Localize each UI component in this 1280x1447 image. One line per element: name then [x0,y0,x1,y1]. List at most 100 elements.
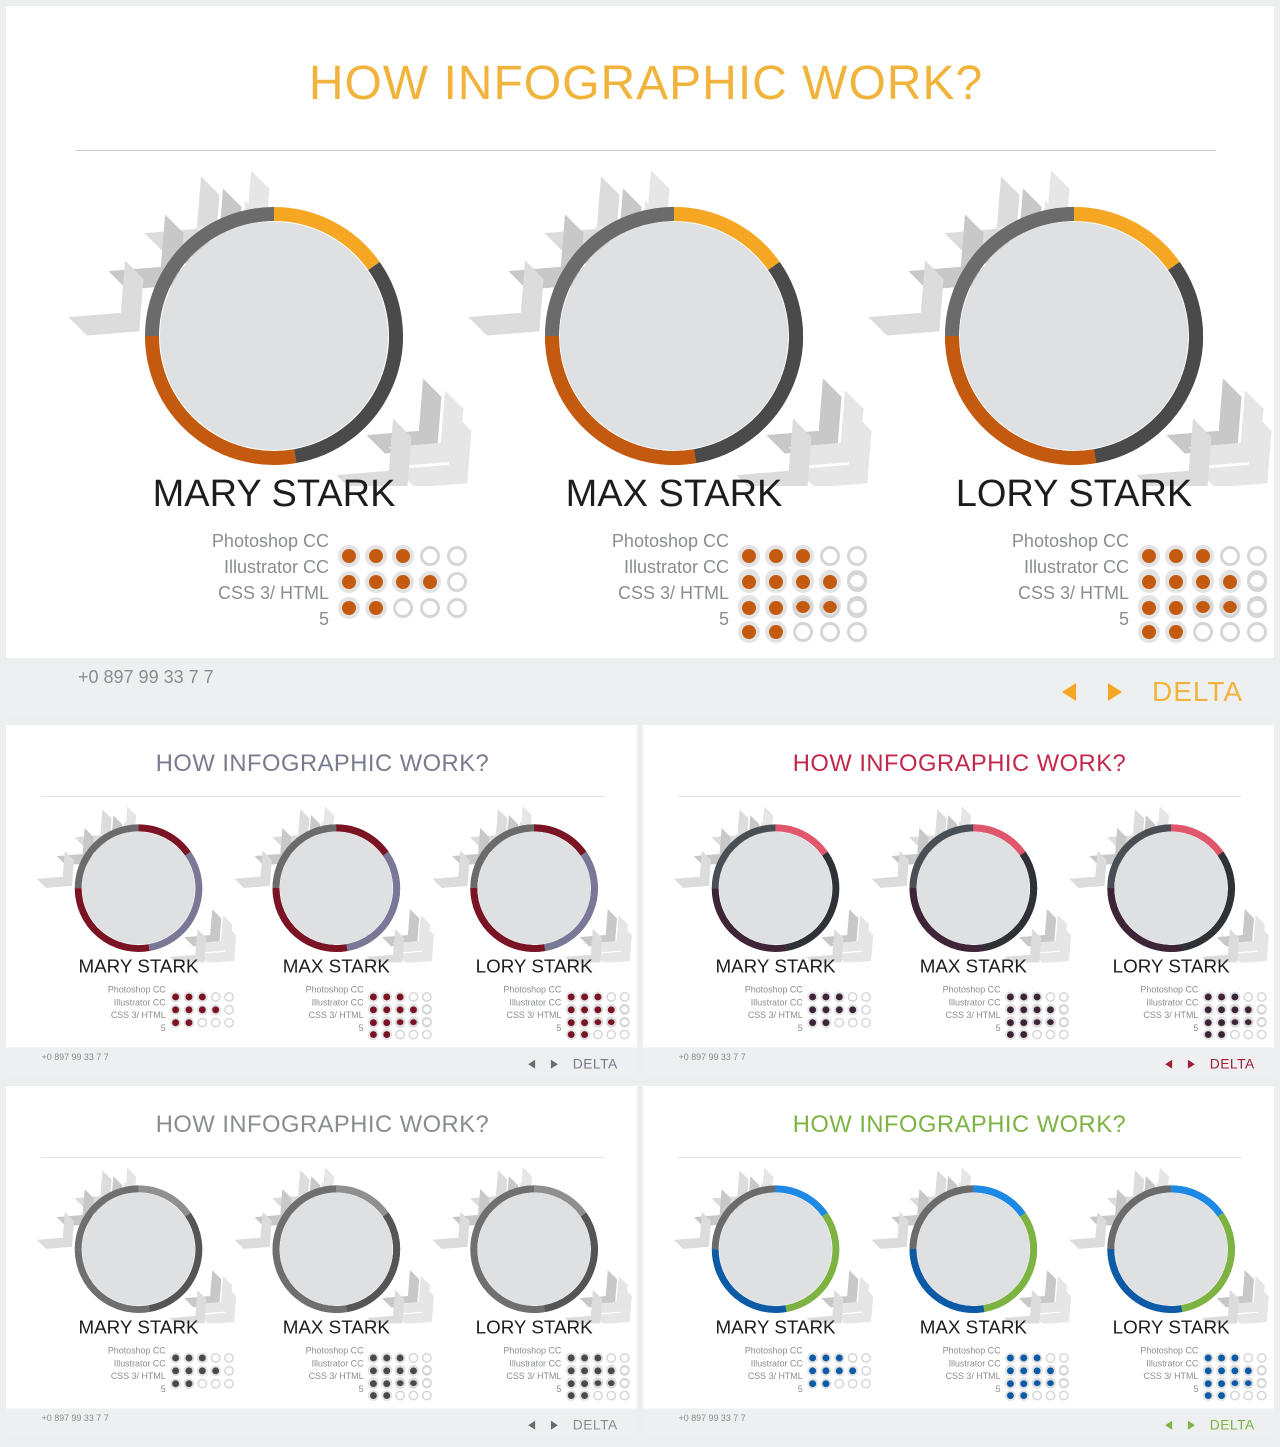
rating-dot-empty [847,546,867,566]
rating-dot-filled [738,545,760,567]
rating-dot-empty [1193,598,1213,618]
rating-dot-empty [619,1365,630,1376]
ring-segment [775,1185,828,1217]
ring-segment [945,207,1075,337]
rating-dot-filled [565,1378,577,1390]
rating-dot-empty [1058,1004,1069,1015]
rating-dot-empty [861,1365,871,1376]
chevron-shape [1069,850,1107,888]
ring-segment [711,888,787,952]
arrow-right-icon[interactable] [1186,1058,1197,1070]
avatar-placeholder [279,1192,393,1306]
avatar-ring [711,824,840,952]
arrow-left-icon[interactable] [1058,680,1080,704]
rating-dot-empty [1243,1017,1254,1028]
rating-dot-filled [1031,991,1043,1003]
rating-dots [338,571,467,593]
rating-dot-empty [1193,622,1213,642]
rating-dot-empty [408,1029,419,1040]
rating-dot-empty [210,1353,221,1363]
rating-dot-filled [381,1390,393,1401]
rating-dot-filled [196,991,208,1003]
chevron-shape [806,1289,844,1324]
chevron-shape [836,926,874,963]
rating-row-illustrator [736,570,871,617]
rating-dot-filled [847,1365,859,1377]
chevron-shape [68,260,144,336]
arrow-left-icon[interactable] [526,1058,537,1070]
profile-card-1: MAX STARK Photoshop CC Illustrator CC CS… [869,1165,1071,1402]
rating-dot-filled [408,1004,419,1016]
rating-dot-empty [395,1390,406,1401]
rating-dots [738,545,867,567]
arrow-right-icon[interactable] [549,1058,560,1070]
rating-dot-empty [1256,1390,1267,1401]
avatar-placeholder [916,831,1030,945]
ring-segment [543,851,598,952]
chevron-shape [1136,418,1212,486]
chevron-shape [1231,1287,1269,1324]
rating-dot-filled [381,1352,393,1364]
ring-segment [973,1185,1026,1217]
rating-dot-filled [579,1390,591,1401]
rating-row-css [806,1017,873,1029]
rating-dot-empty [834,1378,845,1389]
skill-label-illustrator: Illustrator CC [948,997,1001,1008]
rating-dots [367,1378,432,1390]
rating-dot-empty [592,1390,603,1401]
arrow-left-icon[interactable] [526,1419,537,1431]
arrow-left-icon[interactable] [1163,1419,1174,1431]
profile-card-2: LORY STARK Photoshop CC Illustrator CC C… [430,1165,632,1402]
rating-dot-filled [394,1352,406,1364]
rating-dot-filled [196,1352,208,1364]
ring-segment [470,888,546,952]
profile-card-2: LORY STARK Photoshop CC Illustrator CC C… [1067,804,1269,1041]
ring-segment [775,824,828,856]
rating-dot-filled [367,1352,379,1364]
ring-segment [336,1185,389,1217]
avatar-placeholder [719,831,832,945]
rating-dot-filled [565,1004,577,1016]
rating-row-illustrator [367,1365,434,1389]
rating-dot-empty [1256,1353,1267,1363]
rating-dot-empty [1058,1378,1069,1389]
rating-dots [1138,545,1267,567]
ring-segment [711,1249,787,1313]
chevron-shape [1216,1270,1254,1308]
rating-dot-filled [1004,1017,1016,1029]
rating-dots [1004,1029,1069,1040]
phone-number: +0 897 99 33 7 7 [78,667,214,687]
rating-row-illustrator [565,1004,632,1028]
rating-dots [1138,621,1267,643]
person-name: LORY STARK [475,955,593,977]
skill-label-illustrator: Illustrator CC [223,557,329,577]
rating-dot-filled [1219,571,1241,593]
arrow-right-icon[interactable] [549,1419,560,1431]
brand-label: DELTA [572,1417,618,1433]
rating-dot-filled [1138,597,1160,619]
rating-dot-filled [338,597,360,619]
rating-dot-empty [861,1353,871,1363]
brand-label: DELTA [1209,1056,1255,1072]
rating-dot-filled [1165,571,1187,593]
person-name: LORY STARK [475,1316,593,1338]
chevron-shape [1004,928,1042,963]
rating-dot-filled [365,545,387,567]
slide-variant-purple: HOW INFOGRAPHIC WORK? MARY STARK Photosh… [6,725,637,1076]
arrow-right-icon[interactable] [1186,1419,1197,1431]
skill-label-photoshop: Photoshop CC [211,531,329,551]
rating-dot-empty [847,572,867,592]
skill-label-css: CSS 3/ HTML [308,1371,364,1382]
rating-dot-filled [765,571,787,593]
arrow-right-icon[interactable] [1104,680,1126,704]
rating-row-css [1202,1017,1269,1040]
chevron-shape [1004,1289,1042,1324]
rating-dot-filled [381,1029,393,1040]
rating-row-illustrator [806,1004,873,1016]
rating-dots [1004,1378,1069,1390]
rating-dot-filled [1202,991,1214,1003]
rating-dots [1202,1352,1267,1364]
rating-dot-filled [579,991,591,1003]
rating-dot-empty [224,1353,234,1363]
arrow-left-icon[interactable] [1163,1058,1174,1070]
